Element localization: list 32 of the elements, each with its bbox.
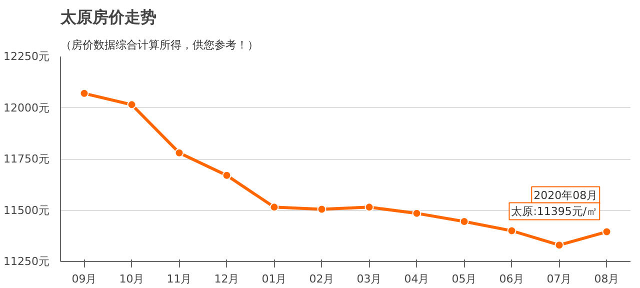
point bbox=[507, 226, 516, 236]
point bbox=[127, 100, 136, 110]
point bbox=[317, 204, 326, 214]
y-tick-label: 12250元 bbox=[4, 50, 50, 63]
x-tick-label: 08月 bbox=[594, 272, 620, 286]
x-tick-label: 07月 bbox=[546, 272, 572, 286]
y-tick-label: 11500元 bbox=[4, 204, 50, 217]
y-tick-label: 11250元 bbox=[4, 255, 50, 268]
chart-subtitle: （房价数据综合计算所得，供您参考！） bbox=[60, 38, 258, 52]
point bbox=[174, 148, 184, 158]
point bbox=[602, 227, 612, 236]
x-tick-label: 11月 bbox=[166, 272, 192, 286]
x-tick-label: 03月 bbox=[356, 272, 382, 286]
chart-title: 太原房价走势 bbox=[60, 8, 156, 26]
point bbox=[222, 170, 232, 180]
point bbox=[270, 202, 279, 212]
point bbox=[80, 88, 89, 98]
x-tick-label: 10月 bbox=[119, 272, 144, 286]
annotation: 2020年08月 bbox=[534, 188, 598, 202]
y-tick-label: 11750元 bbox=[4, 152, 50, 166]
x-tick-label: 01月 bbox=[262, 272, 287, 286]
point bbox=[364, 202, 374, 212]
point bbox=[554, 240, 564, 250]
x-tick-label: 12月 bbox=[214, 272, 240, 286]
annotation: 太原:11395元/㎡ bbox=[511, 204, 598, 218]
y-tick-label: 12000元 bbox=[4, 101, 50, 114]
x-tick-label: 02月 bbox=[309, 272, 334, 286]
x-tick-label: 05月 bbox=[452, 272, 477, 286]
x-tick-label: 09月 bbox=[72, 272, 97, 286]
x-tick-label: 06月 bbox=[499, 272, 524, 286]
x-tick-label: 04月 bbox=[404, 272, 430, 286]
point bbox=[412, 208, 422, 218]
